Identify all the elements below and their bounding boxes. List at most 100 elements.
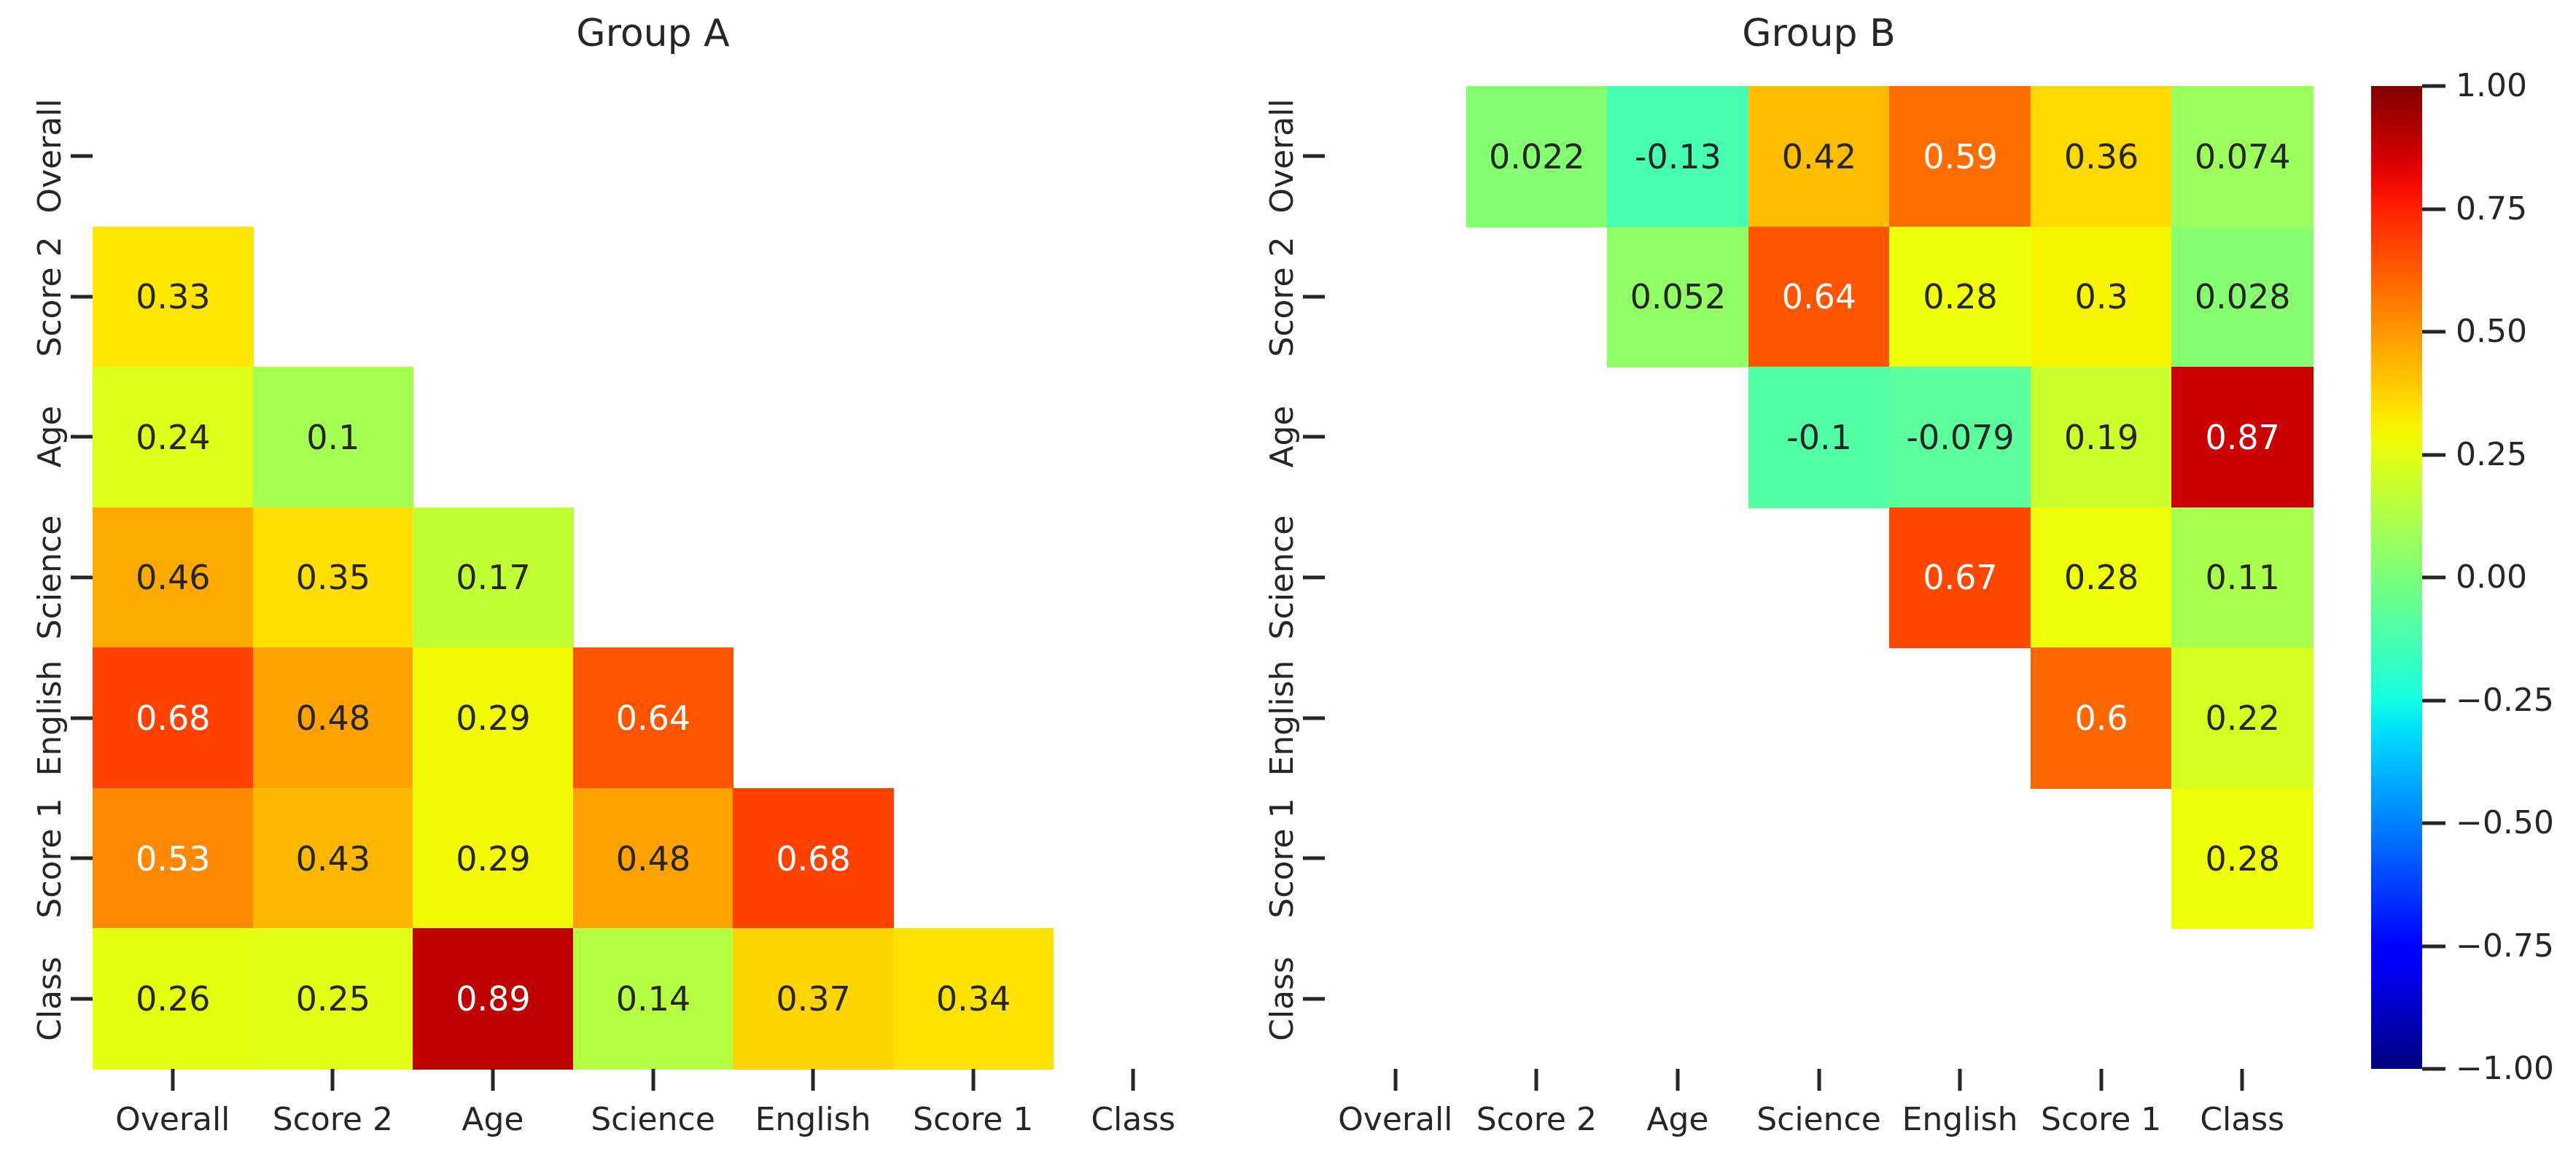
y-tick bbox=[71, 856, 93, 860]
x-tick bbox=[1534, 1069, 1538, 1091]
x-tick-label: Age bbox=[1646, 1101, 1709, 1138]
heatmap-cell: 0.64 bbox=[1748, 226, 1891, 368]
heatmap-cell: -0.13 bbox=[1607, 86, 1749, 227]
colorbar-tick-label: −1.00 bbox=[2456, 1049, 2554, 1087]
axes-title-group-a: Group A bbox=[576, 12, 730, 55]
heatmap-cell: 0.46 bbox=[93, 507, 254, 649]
x-tick-label: Overall bbox=[1338, 1101, 1453, 1138]
heatmap-cell: 0.28 bbox=[2030, 507, 2173, 649]
y-tick bbox=[71, 435, 93, 439]
x-tick bbox=[971, 1069, 976, 1091]
colorbar-tick bbox=[2422, 84, 2445, 88]
heatmap-cell: 0.59 bbox=[1889, 86, 2031, 227]
x-tick-label: Science bbox=[591, 1101, 715, 1138]
heatmap-cell: -0.1 bbox=[1748, 367, 1891, 508]
heatmap-cell: 0.35 bbox=[252, 507, 414, 649]
x-tick bbox=[1958, 1069, 1962, 1091]
heatmap-cell: 0.19 bbox=[2030, 367, 2173, 508]
x-tick-label: English bbox=[1902, 1101, 2018, 1138]
y-tick-label-text: Score 1 bbox=[31, 798, 69, 919]
colorbar-tick-label: 0.25 bbox=[2456, 435, 2527, 473]
heatmap-cell: 0.25 bbox=[252, 928, 414, 1070]
heatmap-cell: 0.29 bbox=[413, 787, 574, 930]
heatmap-cell: 0.17 bbox=[413, 507, 574, 649]
heatmap-cell: 0.67 bbox=[1889, 507, 2031, 649]
y-tick bbox=[1303, 154, 1325, 158]
x-tick bbox=[491, 1069, 495, 1091]
colorbar-tick bbox=[2422, 1067, 2445, 1071]
x-tick bbox=[811, 1069, 815, 1091]
y-tick-label-text: Science bbox=[1263, 515, 1301, 640]
y-tick-label-text: Age bbox=[1263, 405, 1301, 468]
heatmap-cell: 0.028 bbox=[2171, 226, 2314, 368]
x-tick-label: Class bbox=[2200, 1101, 2285, 1138]
axes-title-group-b: Group B bbox=[1742, 12, 1896, 55]
colorbar-tick bbox=[2422, 944, 2445, 948]
x-tick-label: Science bbox=[1756, 1101, 1881, 1138]
x-tick-label: English bbox=[755, 1101, 871, 1138]
y-tick-label-text: Score 2 bbox=[1263, 236, 1301, 357]
colorbar-tick bbox=[2422, 330, 2445, 334]
x-tick-label: Overall bbox=[115, 1101, 230, 1138]
y-tick bbox=[1303, 856, 1325, 860]
heatmap-cell: 0.48 bbox=[572, 787, 734, 930]
colorbar-tick-label: 0.50 bbox=[2456, 312, 2527, 350]
heatmap-cell: 0.28 bbox=[2171, 787, 2314, 930]
x-tick-label: Score 2 bbox=[1476, 1101, 1597, 1138]
heatmap-cell: 0.1 bbox=[252, 367, 414, 508]
x-tick-label: Age bbox=[462, 1101, 524, 1138]
y-tick bbox=[1303, 435, 1325, 439]
x-tick-label: Score 1 bbox=[2041, 1101, 2162, 1138]
heatmap-cell: 0.34 bbox=[892, 928, 1054, 1070]
colorbar-tick-label: −0.50 bbox=[2456, 803, 2554, 841]
x-tick-label: Score 2 bbox=[272, 1101, 393, 1138]
y-tick-label-text: Score 1 bbox=[1263, 798, 1301, 919]
heatmap-cell: 0.53 bbox=[93, 787, 254, 930]
heatmap-cell: 0.3 bbox=[2030, 226, 2173, 368]
colorbar-tick bbox=[2422, 453, 2445, 456]
heatmap-cell: 0.87 bbox=[2171, 367, 2314, 508]
x-tick bbox=[651, 1069, 655, 1091]
y-tick-label-text: Score 2 bbox=[31, 236, 69, 357]
heatmap-cell: 0.43 bbox=[252, 787, 414, 930]
heatmap-cell: 0.074 bbox=[2171, 86, 2314, 227]
colorbar-tick-label: 0.00 bbox=[2456, 558, 2527, 596]
y-tick-label-text: English bbox=[1263, 660, 1301, 776]
colorbar-tick bbox=[2422, 821, 2445, 825]
heatmap-cell: 0.42 bbox=[1748, 86, 1891, 227]
heatmap-cell: 0.24 bbox=[93, 367, 254, 508]
y-tick bbox=[71, 154, 93, 158]
y-tick-label-text: Class bbox=[31, 956, 69, 1041]
colorbar-tick bbox=[2422, 207, 2445, 211]
y-tick bbox=[71, 716, 93, 720]
heatmap-cell: 0.26 bbox=[93, 928, 254, 1070]
y-tick bbox=[1303, 997, 1325, 1001]
y-tick-label-text: Overall bbox=[1263, 98, 1301, 214]
heatmap-cell: 0.29 bbox=[413, 647, 574, 789]
colorbar-tick-label: −0.75 bbox=[2456, 927, 2554, 965]
heatmap-axes-group-b: Group B 0.022 -0.13 0.42 0.59 0.36 0.074 0.052… bbox=[1264, 12, 2314, 1137]
heatmap-cell: 0.052 bbox=[1607, 226, 1749, 368]
x-tick bbox=[1817, 1069, 1821, 1091]
y-tick-label-text: Science bbox=[31, 515, 69, 640]
heatmap-cell: 0.37 bbox=[733, 928, 894, 1070]
y-tick bbox=[1303, 295, 1325, 299]
heatmap-cell: 0.28 bbox=[1889, 226, 2031, 368]
heatmap-cell: 0.68 bbox=[93, 647, 254, 789]
colorbar-tick bbox=[2422, 575, 2445, 580]
x-tick-label: Class bbox=[1091, 1101, 1176, 1138]
heatmap-cell: 0.14 bbox=[572, 928, 734, 1070]
heatmap-cell: 0.68 bbox=[733, 787, 894, 930]
heatmap-cell: 0.33 bbox=[93, 226, 254, 368]
y-tick bbox=[71, 575, 93, 580]
heatmap-axes-group-a: Group A 0.33 0.24 0.1 0.46 0.35 0.17 0.68 0.48 0… bbox=[31, 12, 1213, 1137]
heatmap-cell: 0.6 bbox=[2030, 647, 2173, 789]
x-tick bbox=[2099, 1069, 2104, 1091]
colorbar-tick-label: 0.75 bbox=[2456, 190, 2527, 227]
heatmap-cell: 0.22 bbox=[2171, 647, 2314, 789]
heatmap-cell: 0.022 bbox=[1466, 86, 1608, 227]
y-tick bbox=[1303, 575, 1325, 580]
x-tick-label: Score 1 bbox=[913, 1101, 1034, 1138]
x-tick bbox=[1131, 1069, 1135, 1091]
